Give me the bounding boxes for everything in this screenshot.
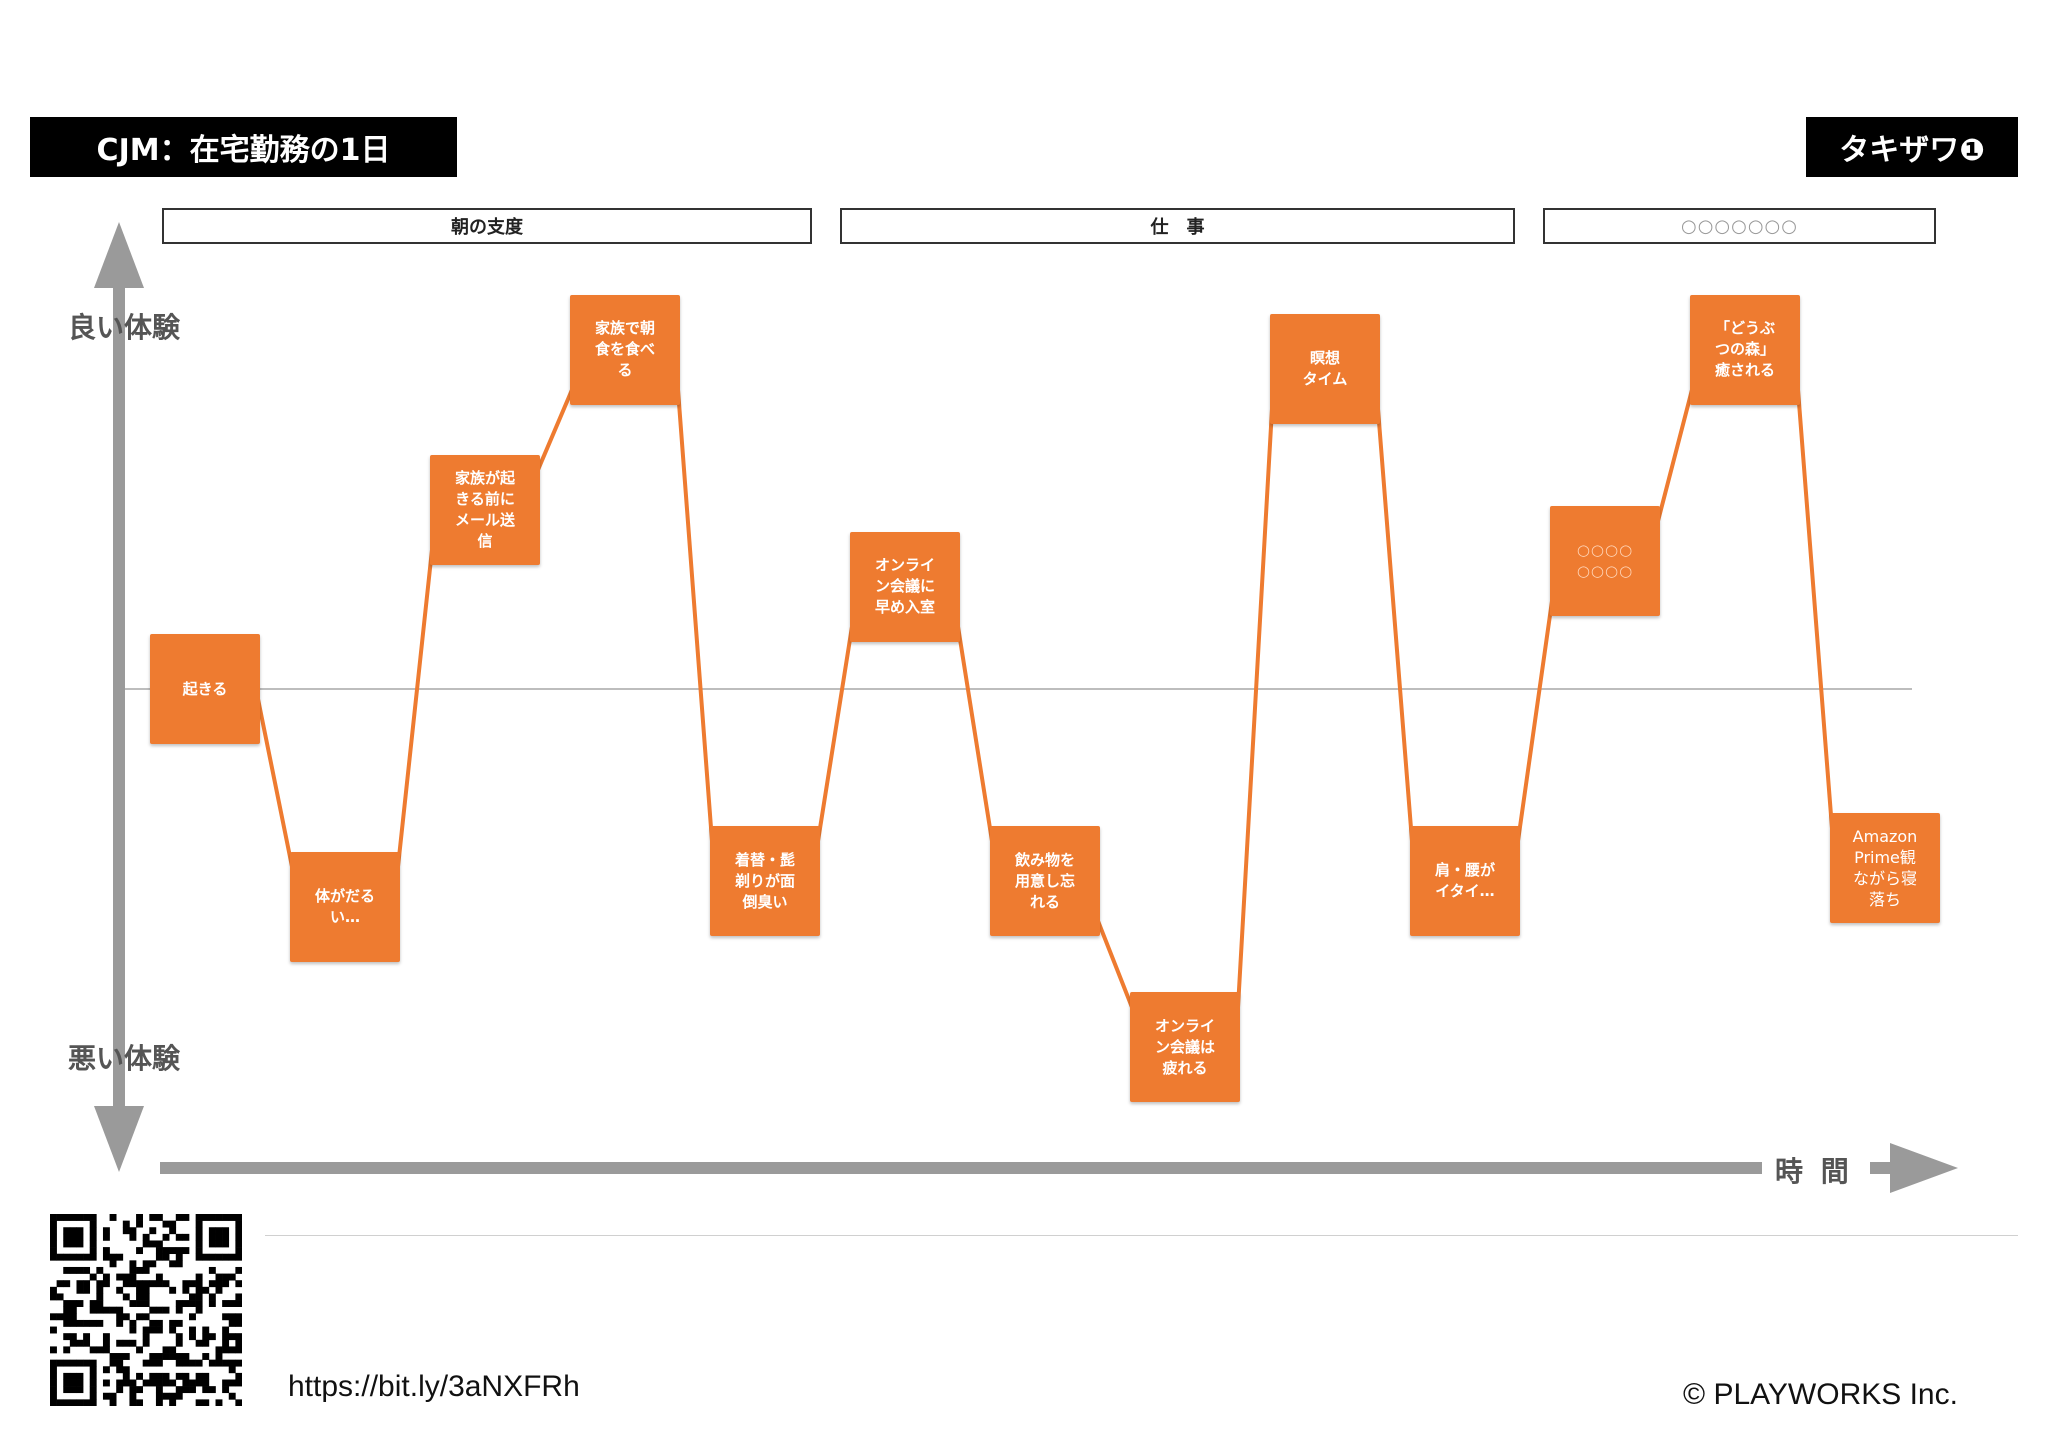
arrow-down-icon (94, 1106, 144, 1172)
journey-card: 着替・髭 剃りが面 倒臭い (710, 826, 820, 936)
phase-work: 仕 事 (840, 208, 1515, 244)
journey-card: 家族が起 きる前に メール送 信 (430, 454, 540, 565)
journey-card: 体がだる い… (290, 851, 400, 962)
journey-card: ○○○○ ○○○○ (1550, 506, 1660, 616)
journey-card: オンライ ン会議は 疲れる (1130, 992, 1240, 1103)
journey-card: Amazon Prime観 ながら寝 落ち (1830, 813, 1940, 924)
bad-experience-label: 悪い体験 (68, 1042, 181, 1075)
journey-card: 家族で朝 食を食べ る (570, 294, 680, 405)
phase-morning: 朝の支度 (162, 208, 812, 244)
journey-card: 「どうぶ つの森」 癒される (1690, 294, 1800, 405)
journey-card: オンライ ン会議に 早め入室 (850, 531, 960, 642)
qr-code-icon (50, 1214, 242, 1406)
journey-card: 瞑想 タイム (1270, 314, 1380, 424)
journey-card: 肩・腰が イタイ… (1410, 826, 1520, 936)
phase-placeholder: ○○○○○○○ (1543, 208, 1936, 244)
arrow-right-icon (1890, 1143, 1958, 1193)
author-badge: タキザワ❶ (1806, 117, 2018, 177)
good-experience-label: 良い体験 (68, 311, 181, 344)
journey-card: 起きる (150, 634, 260, 744)
footer-divider (265, 1235, 2018, 1236)
footer-url[interactable]: https://bit.ly/3aNXFRh (288, 1370, 580, 1403)
copyright-text: © PLAYWORKS Inc. (1683, 1378, 1958, 1411)
page-title: CJM：在宅勤務の1日 (30, 117, 457, 177)
journey-card: 飲み物を 用意し忘 れる (990, 826, 1100, 936)
time-axis-label: 時 間 (1775, 1155, 1853, 1188)
arrow-up-icon (94, 222, 144, 288)
